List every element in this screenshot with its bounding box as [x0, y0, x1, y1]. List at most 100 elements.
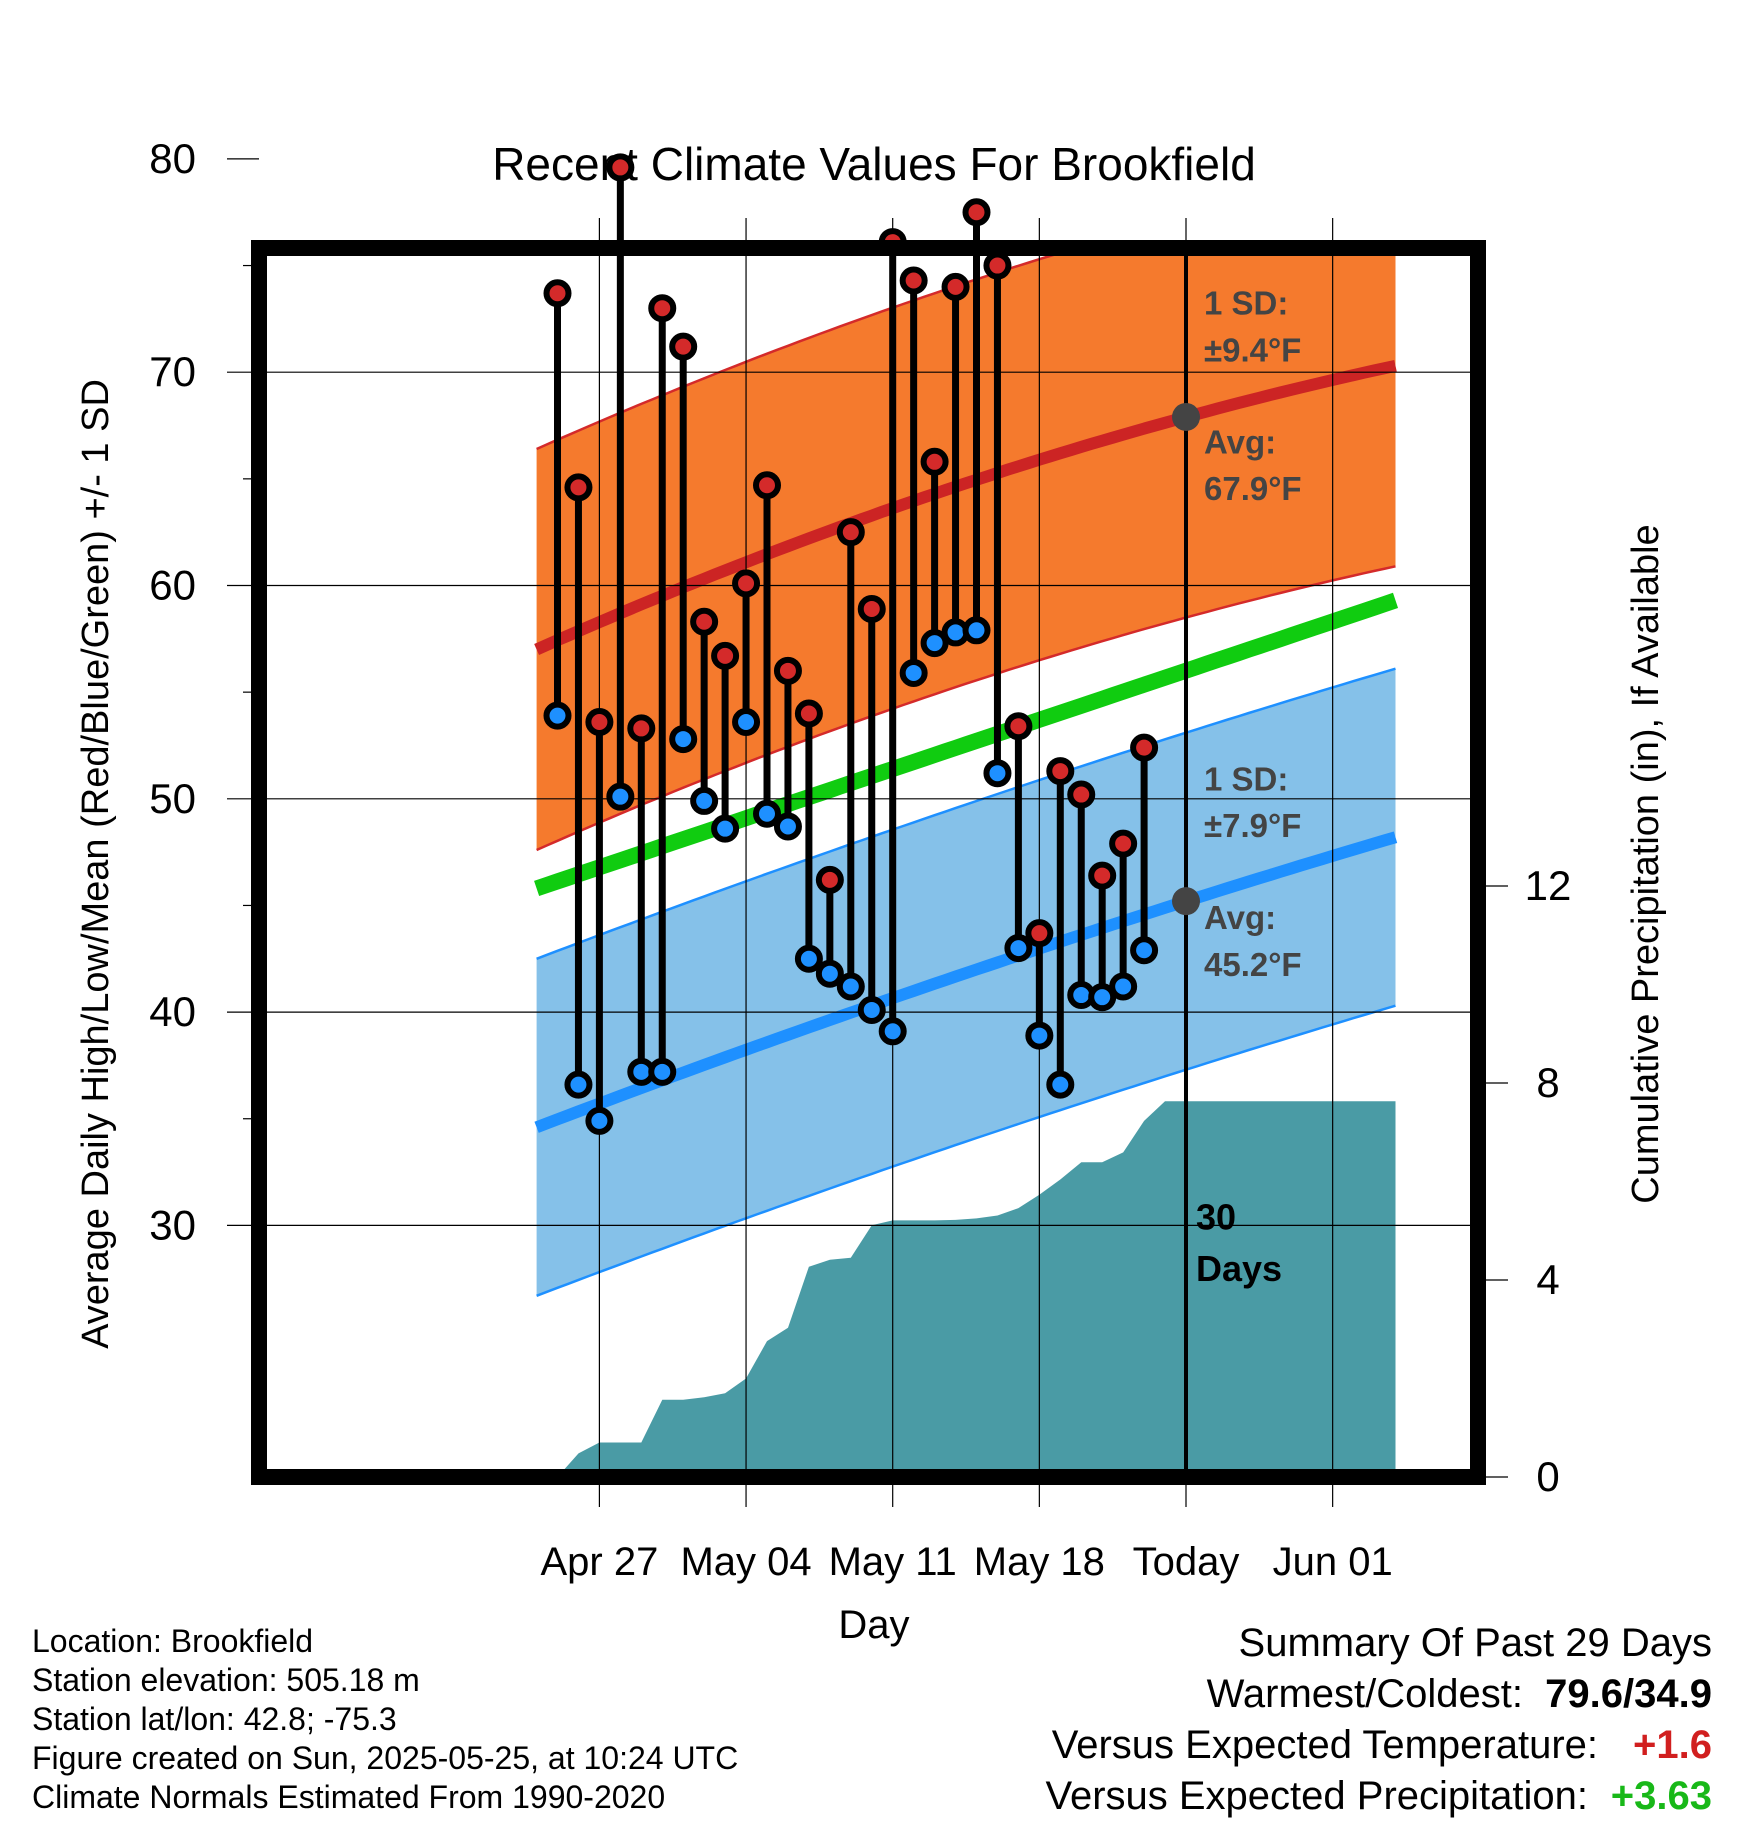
low-point: [690, 786, 719, 815]
high-point: [899, 266, 928, 295]
axes: Apr 27 May 04 May 11 May 18 Today Jun 0130405…: [149, 135, 1571, 1584]
high-sd-value: ±9.4°F: [1204, 332, 1301, 369]
summary-precip-row: Versus Expected Precipitation: +3.63: [1045, 1771, 1712, 1822]
high-sd-band: [536, 248, 1396, 850]
high-point: [857, 594, 886, 623]
precip-value: +3.63: [1610, 1774, 1712, 1818]
y-tick-label-left: 40: [149, 988, 196, 1035]
summary-panel: Summary Of Past 29 Days Warmest/Coldest:…: [1045, 1618, 1712, 1822]
y-tick-label-left: 80: [149, 135, 196, 182]
latlon-text: Station lat/lon: 42.8; -75.3: [32, 1701, 397, 1737]
high-point: [1088, 861, 1117, 890]
high-point: [1109, 829, 1138, 858]
high-point: [773, 656, 802, 685]
low-point: [815, 959, 844, 988]
high-point: [690, 607, 719, 636]
temp-label: Versus Expected Temperature:: [1051, 1723, 1598, 1767]
high-point: [711, 641, 740, 670]
summary-temp-row: Versus Expected Temperature: +1.6: [1045, 1720, 1712, 1771]
plot-area: [259, 248, 1478, 1477]
temp-value: +1.6: [1633, 1723, 1712, 1767]
today-high-avg-dot: [1172, 402, 1200, 431]
high-point: [606, 153, 635, 182]
high-point: [1130, 733, 1159, 762]
low-point: [1109, 972, 1138, 1001]
summary-warmest-row: Warmest/Coldest: 79.6/34.9: [1045, 1669, 1712, 1720]
high-avg-value: 67.9°F: [1204, 470, 1302, 507]
plot-frame: [251, 240, 1486, 1485]
summary-heading: Summary Of Past 29 Days: [1238, 1621, 1712, 1665]
low-point: [857, 995, 886, 1024]
normal-mean-line: [534, 592, 1399, 896]
y-tick-label-right: 8: [1536, 1059, 1559, 1106]
today-days-label-number: 30: [1196, 1197, 1236, 1238]
high-sd-lower-edge: [536, 565, 1396, 852]
low-point: [606, 782, 635, 811]
warmest-label: Warmest/Coldest:: [1206, 1672, 1523, 1716]
y-tick-label-right: 12: [1525, 862, 1572, 909]
y-tick-label-right: 0: [1536, 1453, 1559, 1500]
high-point: [962, 198, 991, 227]
low-point: [732, 708, 761, 737]
high-point: [543, 279, 572, 308]
high-point: [815, 865, 844, 894]
low-sd-label: 1 SD:: [1204, 760, 1288, 797]
y-tick-label-right: 4: [1536, 1256, 1559, 1303]
high-point: [669, 332, 698, 361]
chart-annotations: 1 SD: ±9.4°F Avg: 67.9°F 1 SD: ±7.9°F Avg: 45.2…: [1196, 285, 1302, 1289]
x-tick-label: Jun 01: [1273, 1540, 1393, 1584]
y-tick-label-left: 30: [149, 1201, 196, 1248]
chart-title: Recent Climate Values For Brookfield: [492, 138, 1256, 190]
x-axis-label: Day: [838, 1603, 909, 1647]
location-text: Location: Brookfield: [32, 1623, 314, 1659]
high-point: [920, 447, 949, 476]
high-point: [648, 294, 677, 323]
low-sd-band: [536, 668, 1396, 1296]
x-tick-label: May 18: [974, 1540, 1105, 1584]
high-point: [836, 518, 865, 547]
high-avg-label: Avg:: [1204, 423, 1276, 460]
low-sd-value: ±7.9°F: [1204, 807, 1301, 844]
high-point: [732, 569, 761, 598]
low-point: [585, 1106, 614, 1135]
low-point: [564, 1070, 593, 1099]
created-text: Figure created on Sun, 2025-05-25, at 10…: [32, 1740, 739, 1776]
today-low-avg-dot: [1172, 887, 1200, 916]
low-point: [753, 799, 781, 828]
high-point: [564, 473, 593, 502]
low-point: [773, 812, 802, 841]
high-point: [1004, 712, 1033, 741]
x-tick-label: Apr 27: [540, 1540, 658, 1584]
y-axis-label-right: Cumulative Precipitation (in), If Availa…: [1625, 524, 1667, 1203]
precip-label: Versus Expected Precipitation:: [1045, 1774, 1588, 1818]
low-point: [1088, 983, 1117, 1012]
low-point: [836, 972, 865, 1001]
high-point: [983, 251, 1012, 280]
high-point: [753, 471, 781, 500]
elevation-text: Station elevation: 505.18 m: [32, 1662, 420, 1698]
low-avg-value: 45.2°F: [1204, 946, 1302, 983]
low-point: [983, 759, 1012, 788]
normals-text: Climate Normals Estimated From 1990-2020: [32, 1779, 666, 1815]
low-point: [1025, 1021, 1054, 1050]
low-point: [543, 701, 572, 730]
today-days-label-word: Days: [1196, 1248, 1282, 1289]
low-point: [1046, 1070, 1075, 1099]
low-point: [669, 725, 698, 754]
low-sd-lower-edge: [536, 1004, 1396, 1297]
low-point: [711, 814, 740, 843]
high-point: [1046, 757, 1075, 786]
low-sd-upper-edge: [536, 667, 1396, 960]
y-tick-label-left: 60: [149, 562, 196, 609]
y-tick-label-left: 50: [149, 775, 196, 822]
low-point: [920, 629, 949, 658]
station-metadata: Location: Brookfield Station elevation: …: [32, 1622, 738, 1817]
high-point: [627, 714, 656, 743]
x-tick-label: Today: [1133, 1540, 1240, 1584]
low-point: [648, 1057, 677, 1086]
high-point: [1025, 919, 1054, 948]
low-point: [962, 616, 991, 645]
high-point: [941, 272, 970, 301]
normal-low-line: [534, 831, 1398, 1133]
